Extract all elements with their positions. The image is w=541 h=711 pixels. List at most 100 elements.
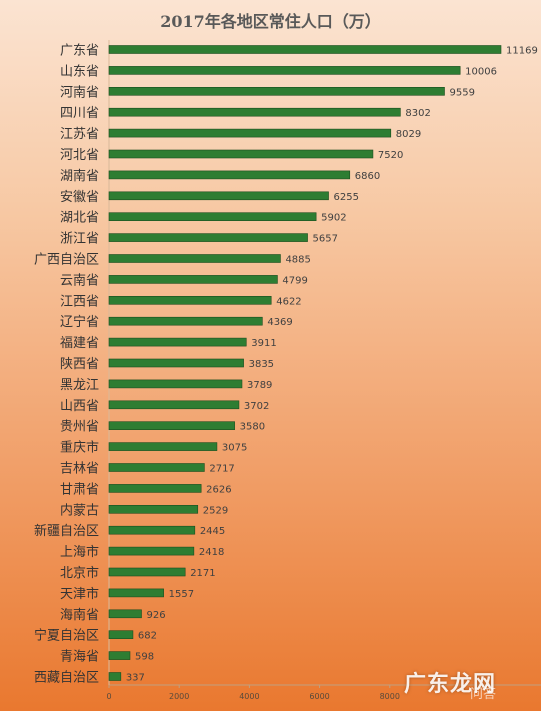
chart-title: 2017年各地区常住人口（万）: [160, 12, 381, 31]
category-label: 天津市: [60, 586, 99, 602]
category-label: 山东省: [60, 64, 99, 79]
data-label: 11169: [506, 46, 538, 57]
watermark-sub-text: 问答: [470, 687, 497, 702]
category-label: 贵州省: [60, 420, 99, 435]
category-label: 上海市: [60, 544, 99, 560]
data-label: 4622: [276, 296, 301, 307]
bar-内蒙古: [108, 504, 199, 514]
watermark-logo-text: 广东龙网: [404, 672, 497, 697]
category-label: 湖南省: [60, 168, 99, 184]
data-label: 3702: [244, 401, 269, 412]
bar-甘肃省: [108, 484, 202, 493]
category-label: 广东省: [60, 44, 99, 59]
bar-山西省: [108, 400, 240, 410]
bar-江西省: [108, 295, 272, 305]
category-label: 辽宁省: [60, 314, 99, 330]
category-label: 陕西省: [60, 357, 99, 372]
data-label: 8029: [396, 129, 421, 140]
data-label: 2171: [190, 568, 215, 579]
x-tick-label: 2000: [169, 692, 189, 701]
bar-四川省: [108, 107, 401, 117]
category-label: 江西省: [60, 294, 99, 309]
data-label: 337: [126, 673, 145, 684]
x-tick-label: 4000: [239, 692, 259, 701]
bar-湖北省: [108, 212, 317, 221]
data-label: 6860: [355, 171, 380, 182]
category-label: 吉林省: [60, 462, 99, 477]
x-tick-label: 0: [106, 692, 111, 701]
category-label: 海南省: [60, 607, 99, 623]
data-label: 6255: [334, 192, 359, 203]
category-label: 河北省: [60, 148, 99, 163]
category-label: 山西省: [60, 399, 99, 414]
data-label: 3580: [240, 422, 265, 433]
bar-广西自治区: [108, 254, 281, 263]
category-label: 安徽省: [60, 190, 99, 205]
data-label: 598: [135, 652, 154, 663]
data-label: 3075: [222, 443, 247, 454]
category-label: 江苏省: [60, 126, 99, 142]
bar-福建省: [108, 337, 247, 347]
bar-陕西省: [108, 358, 244, 368]
data-label: 1557: [169, 589, 194, 600]
category-label: 浙江省: [60, 232, 99, 247]
data-label: 926: [146, 610, 165, 621]
category-label: 北京市: [60, 565, 99, 581]
data-label: 4799: [282, 275, 307, 286]
data-label: 10006: [465, 66, 497, 77]
bar-广东省: [108, 45, 502, 54]
data-label: 2717: [209, 464, 234, 475]
bar-安徽省: [108, 191, 329, 201]
bar-辽宁省: [108, 316, 263, 326]
data-label: 3789: [247, 380, 272, 391]
category-label: 重庆市: [60, 440, 99, 456]
bar-云南省: [108, 275, 278, 284]
category-label: 福建省: [60, 336, 99, 351]
category-label: 广西自治区: [34, 253, 99, 268]
category-label: 四川省: [60, 106, 99, 121]
data-label: 2445: [200, 526, 225, 537]
category-label: 青海省: [60, 650, 99, 665]
data-label: 9559: [449, 87, 474, 98]
bar-贵州省: [108, 421, 235, 431]
category-label: 湖北省: [60, 211, 99, 226]
bar-山东省: [108, 66, 461, 75]
data-label: 8302: [405, 108, 430, 119]
bar-北京市: [108, 567, 186, 577]
category-label: 云南省: [60, 272, 99, 288]
data-label: 2626: [206, 484, 231, 495]
category-label: 西藏自治区: [34, 671, 99, 686]
data-label: 4885: [285, 255, 310, 266]
data-label: 5657: [313, 234, 338, 245]
data-label: 7520: [378, 150, 403, 161]
category-label: 河南省: [60, 84, 99, 100]
bar-吉林省: [108, 463, 205, 472]
bar-重庆市: [108, 442, 218, 451]
bar-海南省: [108, 609, 142, 619]
category-label: 新疆自治区: [34, 523, 99, 539]
data-label: 682: [138, 631, 157, 642]
bar-新疆自治区: [108, 525, 196, 535]
bar-青海省: [108, 651, 131, 660]
data-label: 4369: [267, 317, 292, 328]
x-tick-label: 8000: [380, 692, 400, 701]
bar-西藏自治区: [108, 672, 122, 681]
x-tick-label: 6000: [309, 692, 329, 701]
bar-湖南省: [108, 170, 351, 180]
bar-浙江省: [108, 233, 308, 242]
bar-天津市: [108, 588, 164, 598]
category-label: 内蒙古: [60, 502, 99, 518]
bar-宁夏自治区: [108, 630, 134, 640]
category-label: 甘肃省: [60, 482, 99, 497]
bar-河南省: [108, 87, 445, 96]
data-label: 3835: [249, 359, 274, 370]
data-label: 5902: [321, 213, 346, 224]
bar-江苏省: [108, 128, 392, 138]
data-label: 2418: [199, 547, 224, 558]
bar-河北省: [108, 149, 374, 159]
data-label: 3911: [251, 338, 276, 349]
bar-上海市: [108, 546, 195, 556]
category-label: 黑龙江: [60, 378, 99, 393]
